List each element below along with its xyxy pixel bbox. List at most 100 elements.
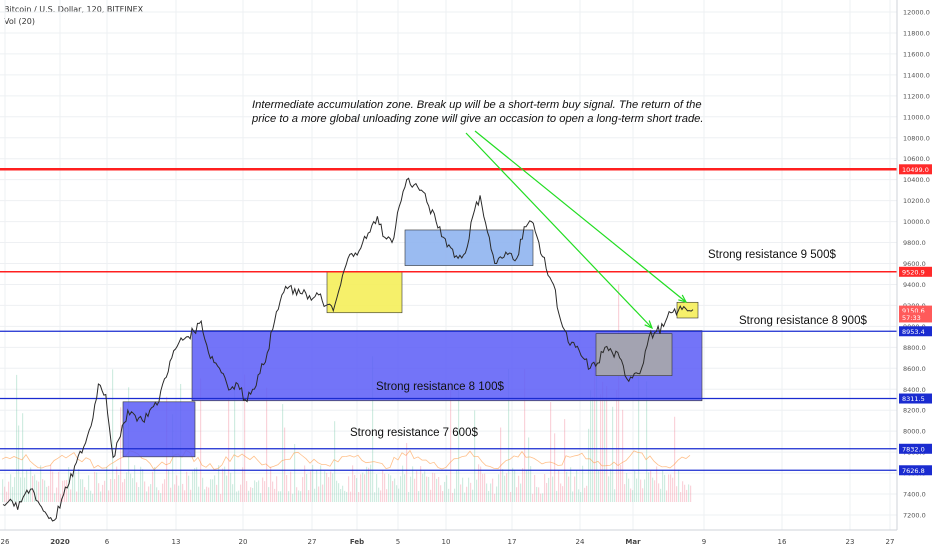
volume-bar	[122, 482, 124, 502]
volume-bar	[146, 491, 148, 502]
volume-bar	[208, 487, 210, 502]
volume-bar	[328, 477, 330, 502]
volume-bar	[514, 470, 516, 502]
label-resistance-7600: Strong resistance 7 600$	[350, 427, 478, 439]
volume-bar	[530, 466, 532, 502]
y-tick-label: 8200.0	[903, 407, 926, 415]
volume-bar	[544, 473, 546, 502]
volume-bar	[612, 406, 614, 502]
volume-bar	[576, 469, 578, 502]
volume-bar	[598, 470, 600, 502]
volume-bar	[240, 484, 242, 502]
volume-bar	[292, 493, 294, 502]
volume-bar	[124, 478, 126, 502]
volume-bar	[342, 485, 344, 502]
volume-bar	[38, 481, 40, 502]
arrows	[465, 130, 688, 330]
volume-bar	[388, 473, 390, 502]
price-tag: 8311.5	[899, 393, 932, 404]
arrow-to-breakout-box-head	[678, 294, 688, 303]
volume-bar	[96, 472, 98, 502]
volume-bar	[602, 381, 604, 502]
volume-bar	[416, 471, 418, 502]
volume-bar	[658, 483, 660, 502]
volume-bar	[452, 492, 454, 502]
volume-bar	[314, 488, 316, 502]
time-axis: 26 2020 6 13 20 27 Feb 5 10 17 24 Mar 9 16 23 27	[0, 529, 897, 546]
volume-bar	[496, 486, 498, 502]
volume-bar	[282, 404, 284, 502]
volume-bar	[154, 466, 156, 502]
volume-bar	[84, 487, 86, 502]
volume-bar	[294, 444, 296, 502]
volume-bar	[324, 471, 326, 502]
volume-bar	[654, 480, 656, 502]
y-tick-label: 10800.0	[903, 134, 930, 142]
volume-bar	[130, 473, 132, 502]
volume-bar	[686, 489, 688, 502]
volume-bar	[446, 475, 448, 502]
volume-bar	[690, 485, 692, 502]
volume-bar	[486, 483, 488, 502]
volume-bar	[86, 489, 88, 502]
volume-bar	[378, 487, 380, 502]
volume-bar	[568, 476, 570, 502]
price-tag-box	[899, 326, 932, 337]
volume-bar	[310, 471, 312, 502]
volume-bar	[526, 469, 528, 502]
volume-bar	[546, 482, 548, 502]
volume-bar	[12, 486, 14, 502]
volume-bar	[254, 480, 256, 502]
volume-bar	[376, 474, 378, 502]
volume-bar	[554, 433, 556, 502]
volume-bar	[106, 466, 108, 502]
volume-bar	[174, 484, 176, 502]
volume-bar	[52, 471, 54, 502]
volume-bar	[392, 481, 394, 502]
x-tick-label: 23	[846, 538, 855, 546]
volume-bar	[410, 476, 412, 502]
volume-bar	[220, 493, 222, 502]
price-tag: 9150.6	[899, 305, 932, 316]
volume-bar	[430, 489, 432, 502]
volume-bar	[666, 490, 668, 502]
volume-bar	[260, 493, 262, 502]
volume-bar	[74, 469, 76, 502]
volume-bar	[62, 480, 64, 502]
price-tag-box	[899, 465, 932, 476]
volume-bar	[252, 487, 254, 502]
volume-bar	[276, 476, 278, 502]
volume-bar	[10, 474, 12, 502]
volume-bar	[644, 479, 646, 502]
volume-bar	[466, 486, 468, 502]
volume-bar	[338, 483, 340, 502]
price-tag-label: 7626.8	[902, 467, 925, 475]
volume-bar	[102, 484, 104, 502]
volume-bar	[202, 477, 204, 502]
volume-bar	[594, 361, 596, 502]
x-tick-label: 9	[702, 538, 706, 546]
volume-bar	[502, 469, 504, 502]
price-tag-label: 9520.9	[902, 268, 925, 276]
volume-bar	[170, 487, 172, 502]
volume-bar	[522, 468, 524, 502]
price-tag-label: 7832.0	[902, 445, 925, 453]
volume-bar	[636, 478, 638, 502]
volume-bar	[384, 473, 386, 502]
volume-bar	[164, 479, 166, 502]
price-tag-box	[899, 164, 932, 175]
volume-bar	[632, 490, 634, 502]
volume-bar	[366, 466, 368, 502]
price-tag: 7832.0	[899, 443, 932, 454]
volume-bar	[114, 479, 116, 502]
volume-bar	[684, 484, 686, 502]
volume-bar	[332, 473, 334, 502]
x-tick-label: 10	[442, 538, 451, 546]
volume-bar	[492, 478, 494, 502]
volume-bar	[352, 465, 354, 502]
volume-bar	[630, 488, 632, 502]
horizontal-levels	[0, 168, 897, 471]
volume-bar	[648, 472, 650, 502]
volume-bar	[344, 490, 346, 502]
